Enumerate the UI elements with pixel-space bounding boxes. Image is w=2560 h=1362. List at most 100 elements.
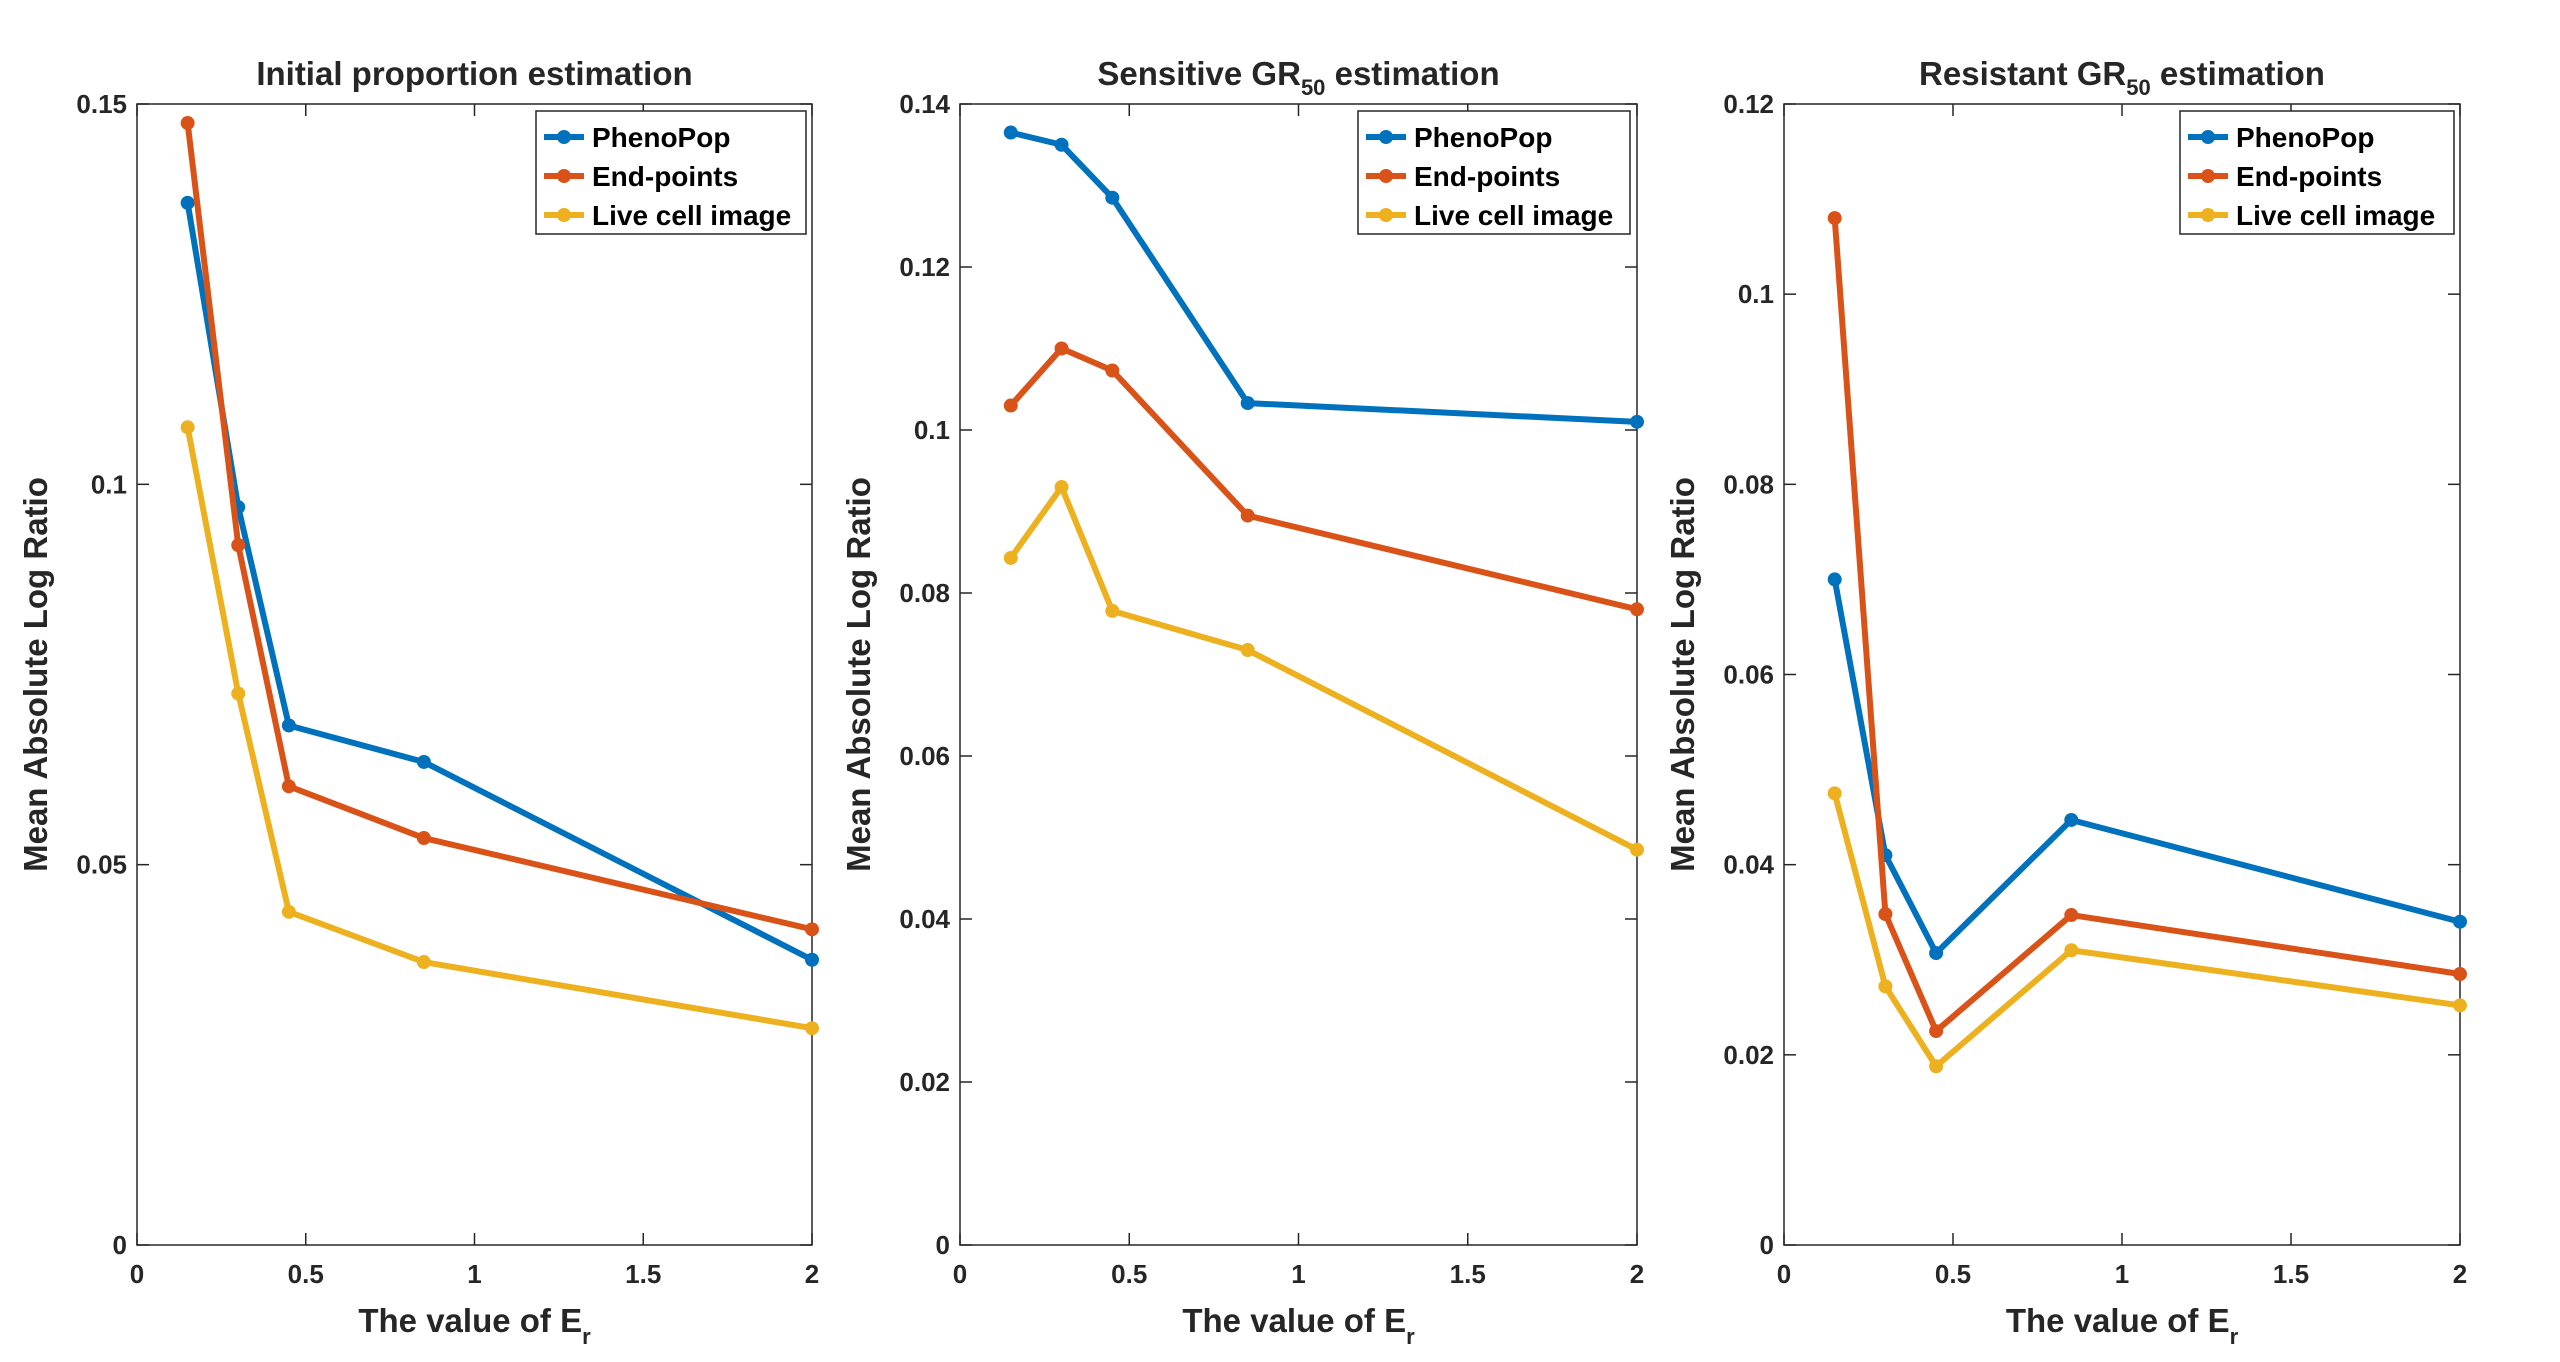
chart-panel-2: 0 0.5 1 1.5 2 0 0.02 0.04 0.06 0.08 0.1 0.12 0.14 Sen… (840, 55, 1644, 1349)
data-point (1929, 1059, 1944, 1074)
x-tick-label: 2 (1630, 1259, 1644, 1289)
data-point (416, 831, 431, 846)
legend-swatch-marker (1379, 130, 1393, 144)
series-line-live-cell-image (1007, 484, 1640, 853)
y-tick-label: 0.08 (1723, 469, 1774, 499)
y-tick-label: 0.08 (899, 578, 950, 608)
legend-swatch-marker (557, 130, 571, 144)
data-point (180, 420, 195, 435)
legend-swatch-marker (2201, 130, 2215, 144)
y-tick-label: 0.14 (899, 89, 950, 119)
y-tick-label: 0.04 (1723, 850, 1774, 880)
x-axis-label: The value of Er (1182, 1302, 1415, 1349)
data-point (1054, 480, 1069, 495)
data-point (805, 922, 819, 937)
x-tick-label: 0.5 (288, 1259, 324, 1289)
y-tick-label: 0.12 (1723, 89, 1774, 119)
x-tick-label: 1.5 (2273, 1259, 2309, 1289)
data-point (1054, 137, 1069, 152)
chart-title: Resistant GR50 estimation (1919, 55, 2325, 100)
series-line-phenopop (1831, 576, 2463, 957)
data-point (1827, 786, 1842, 801)
chart-title: Initial proportion estimation (256, 55, 692, 92)
legend-swatch-marker (2201, 208, 2215, 222)
data-point (2064, 908, 2079, 923)
y-axis-label: Mean Absolute Log Ratio (17, 477, 54, 872)
y-tick-label: 0.04 (899, 904, 950, 934)
data-point (231, 538, 246, 553)
data-point (1878, 907, 1893, 922)
legend-label: Live cell image (2236, 200, 2435, 231)
data-point (1105, 190, 1120, 205)
x-axis-label: The value of Er (358, 1302, 591, 1349)
y-tick-label: 0 (113, 1230, 127, 1260)
x-tick-label: 2 (2453, 1259, 2467, 1289)
data-point (281, 904, 296, 919)
data-point (1105, 603, 1120, 618)
axes-box (1783, 103, 2461, 1246)
legend-label: Live cell image (592, 200, 791, 231)
data-point (1240, 643, 1255, 658)
data-point (2064, 943, 2079, 958)
axes-box (136, 103, 813, 1246)
data-point (1630, 842, 1644, 857)
x-tick-label: 1.5 (1450, 1259, 1486, 1289)
y-tick-label: 0.05 (76, 850, 127, 880)
x-tick-label: 1 (1291, 1259, 1305, 1289)
y-tick-label: 0.12 (899, 252, 950, 282)
legend: PhenoPop End-points Live cell image (535, 110, 807, 235)
x-tick-label: 1 (2115, 1259, 2129, 1289)
legend-label: End-points (1414, 161, 1560, 192)
x-tick-label: 0.5 (1935, 1259, 1971, 1289)
data-point (2453, 914, 2467, 929)
series-line-live-cell-image (184, 424, 815, 1032)
data-point (1929, 946, 1944, 961)
y-axis-label: Mean Absolute Log Ratio (840, 477, 877, 872)
data-point (1054, 341, 1069, 356)
legend-label: PhenoPop (1414, 122, 1552, 153)
y-axis-label: Mean Absolute Log Ratio (1664, 477, 1701, 872)
data-point (1240, 508, 1255, 523)
legend-swatch-marker (1379, 169, 1393, 183)
data-point (180, 195, 195, 210)
data-point (180, 116, 195, 131)
legend: PhenoPop End-points Live cell image (1357, 110, 1631, 235)
y-tick-label: 0.06 (899, 741, 950, 771)
y-tick-label: 0.1 (914, 415, 950, 445)
data-point (1827, 211, 1842, 226)
series-line-end-points (1007, 345, 1640, 613)
x-tick-label: 0.5 (1111, 1259, 1147, 1289)
data-point (281, 779, 296, 794)
data-point (1105, 363, 1120, 378)
x-tick-label: 0 (953, 1259, 967, 1289)
x-axis-label: The value of Er (2006, 1302, 2239, 1349)
data-point (416, 955, 431, 970)
data-point (1827, 572, 1842, 587)
data-point (1003, 398, 1018, 413)
y-tick-label: 0 (1760, 1230, 1774, 1260)
legend-swatch-marker (557, 169, 571, 183)
data-point (2453, 998, 2467, 1013)
data-point (1878, 979, 1893, 994)
legend-label: Live cell image (1414, 200, 1613, 231)
y-tick-label: 0.1 (91, 469, 127, 499)
data-point (805, 952, 819, 967)
data-point (231, 686, 246, 701)
legend-label: End-points (592, 161, 738, 192)
series-line-live-cell-image (1831, 790, 2463, 1070)
data-point (1630, 602, 1644, 617)
legend-label: End-points (2236, 161, 2382, 192)
data-point (281, 718, 296, 733)
chart-title: Sensitive GR50 estimation (1097, 55, 1499, 100)
x-tick-label: 1 (467, 1259, 481, 1289)
data-point (805, 1021, 819, 1036)
data-point (1929, 1024, 1944, 1039)
data-point (1003, 550, 1018, 565)
y-tick-label: 0 (936, 1230, 950, 1260)
y-tick-label: 0.06 (1723, 660, 1774, 690)
data-point (2064, 812, 2079, 827)
data-point (1003, 125, 1018, 140)
legend-swatch-marker (1379, 208, 1393, 222)
y-tick-label: 0.1 (1738, 279, 1774, 309)
series-line-phenopop (184, 199, 815, 963)
